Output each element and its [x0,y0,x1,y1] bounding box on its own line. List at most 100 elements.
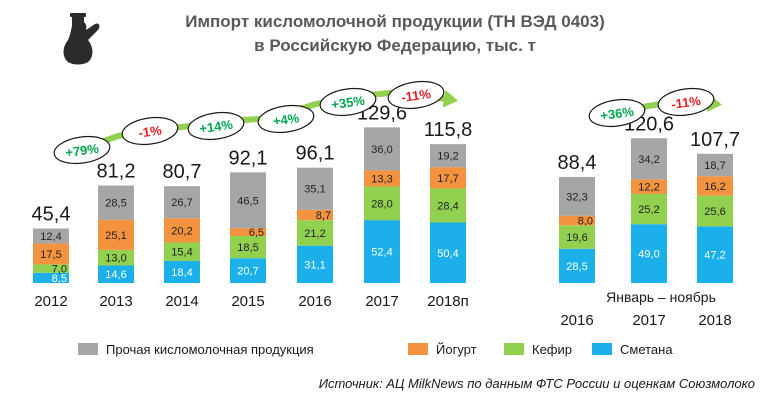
bar-segment-label: 21,2 [304,228,325,240]
bar-segment-label: 20,7 [237,266,258,278]
bar-total-label: 107,7 [690,129,740,151]
bar-segment-other [631,138,667,180]
bar-segment-other [164,186,200,219]
bar-segment-other [364,127,400,171]
bar-segment-other [559,176,595,216]
bar-segment-label: 15,4 [171,247,192,259]
bar-segment-kefir [559,225,595,249]
bar-segment-label: 12,4 [40,231,61,243]
bar-segment-smetana [559,248,595,283]
legend-label-yogurt: Йогурт [436,342,477,357]
legend-label-other: Прочая кисломолочная продукция [106,342,314,357]
growth-badge [387,80,445,110]
bar-segment-other [697,153,733,177]
period-label: Январь – ноябрь [606,289,716,305]
bar-segment-other [33,228,69,244]
growth-badge [319,87,377,117]
bar-segment-kefir [164,242,200,261]
x-tick-label: 2013 [99,293,132,310]
bar-segment-label: 28,5 [105,198,126,210]
x-tick-label: 2017 [632,312,665,329]
bar-segment-label: 31,1 [304,259,325,271]
bar-segment-label: 50,4 [437,248,458,260]
bar-segment-label: 25,2 [638,204,659,216]
x-tick-label: 2017 [365,293,398,310]
bar-segment-other [430,144,466,168]
bar-segment-label: 14,6 [105,269,126,281]
bar-segment-label: 32,3 [566,191,587,203]
legend: Прочая кисломолочная продукция Йогурт Кефи… [78,342,673,357]
x-tick-label: 2016 [560,312,593,329]
legend-swatch-kefir [504,343,524,355]
x-tick-label: 2016 [298,293,331,310]
growth-badge-label: +35% [330,93,366,113]
bar-segment-label: 28,4 [437,200,458,212]
bar-segment-yogurt [98,219,134,250]
x-tick-label: 2012 [34,293,67,310]
bar-total-label: 81,2 [97,161,136,183]
bar-segment-yogurt [164,218,200,243]
bar-segment-label: 34,2 [638,154,659,166]
bar-segment-yogurt [430,167,466,189]
bar-segment-kefir [430,188,466,223]
legend-swatch-yogurt [408,343,428,355]
growth-badge [657,87,715,117]
bar-segment-label: 25,1 [105,230,126,242]
bar-segment-kefir [697,195,733,227]
growth-badges: +79% -1% +14% +4% +35% -11% +36% -11% [53,80,715,165]
bar-segment-label: 35,1 [304,184,325,196]
bar-segment-label: 18,5 [237,242,258,254]
growth-badge-label: -1% [138,122,163,140]
bar-total-label: 88,4 [558,152,597,174]
growth-badge-label: -11% [400,86,432,105]
bar-segment-smetana [164,260,200,283]
bar-segment-smetana [697,226,733,283]
bar-segment-smetana [430,222,466,283]
bar-total-label: 80,7 [163,161,202,183]
bar-segment-label: 6,5 [249,227,264,239]
growth-badge [121,116,179,146]
bar-total-label: 96,1 [296,143,335,165]
bar-segment-label: 47,2 [704,250,725,262]
bar-segment-label: 8,5 [52,273,67,285]
bar-segment-label: 25,6 [704,206,725,218]
growth-badge-label: +79% [64,141,100,161]
legend-label-kefir: Кефир [532,342,572,357]
bar-segment-label: 28,0 [371,198,392,210]
bar-segment-smetana [33,272,69,283]
bar-segment-yogurt [697,176,733,196]
bar-segment-kefir [33,264,69,273]
bar-segment-smetana [230,258,266,283]
growth-badge-label: -11% [670,93,702,112]
bar-segment-label: 12,2 [638,182,659,194]
growth-badge [257,104,315,134]
bar-segment-other [297,167,333,210]
x-tick-label: 2014 [165,293,198,310]
bar-segment-label: 8,7 [316,210,331,222]
bar-total-label: 45,4 [32,204,71,226]
growth-badge-label: +14% [198,117,234,137]
growth-badge-label: +36% [599,104,635,124]
bar-segment-label: 52,4 [371,247,392,259]
source-note: Источник: АЦ MilkNews по данным ФТС Росс… [319,376,755,391]
bar-segment-yogurt [364,170,400,187]
bar-segment-label: 20,2 [171,225,192,237]
bar-segment-label: 18,4 [171,267,192,279]
x-tick-label: 2018 [698,312,731,329]
bar-segment-smetana [297,245,333,283]
bar-segment-label: 26,7 [171,197,192,209]
bar-segment-label: 13,0 [105,253,126,265]
bar-segment-label: 46,5 [237,195,258,207]
bar-segment-kefir [631,193,667,225]
bar-segment-label: 18,7 [704,160,725,172]
bar-segment-kefir [98,249,134,266]
growth-arrow-head [442,89,458,108]
bar-segment-smetana [364,220,400,283]
growth-badge-label: +4% [272,110,301,129]
bar-segment-label: 8,0 [578,215,593,227]
growth-badge [588,98,646,128]
bar-segment-kefir [297,220,333,246]
chart-title-line1: Импорт кисломолочной продукции (ТН ВЭД 0… [185,12,605,31]
